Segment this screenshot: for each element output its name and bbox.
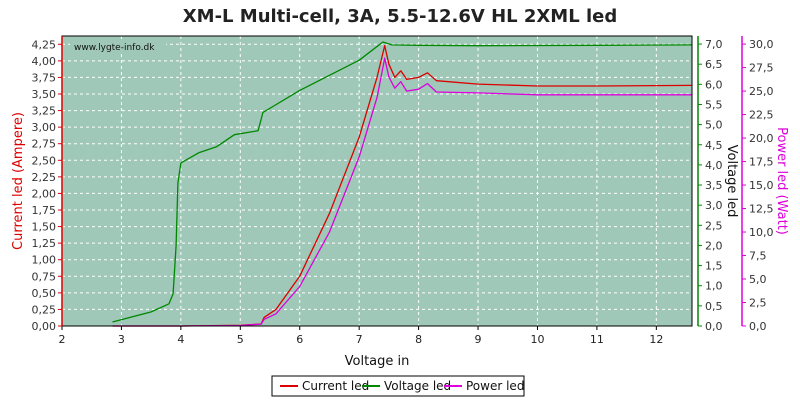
watermark: www.lygte-info.dk xyxy=(70,41,166,54)
x-tick-label: 11 xyxy=(590,333,604,346)
legend-label: Current led xyxy=(302,379,369,393)
y-left-tick-label: 1,25 xyxy=(32,237,57,250)
y-left-tick-label: 3,25 xyxy=(32,105,57,118)
watermark-background xyxy=(70,41,166,54)
y-left-tick-label: 3,50 xyxy=(32,88,57,101)
x-tick-label: 10 xyxy=(530,333,544,346)
series-line-voltage-led xyxy=(112,41,693,323)
x-tick-label: 3 xyxy=(118,333,125,346)
y-right-power-tick-label: 27,5 xyxy=(749,62,774,75)
y-right-voltage-tick-label: 2,0 xyxy=(705,239,723,252)
y-right-voltage-tick-label: 7,0 xyxy=(705,38,723,51)
x-tick-label: 8 xyxy=(415,333,422,346)
y-left-tick-label: 0,75 xyxy=(32,270,57,283)
y-right-voltage-tick-label: 0,5 xyxy=(705,300,723,313)
y-left-tick-label: 2,75 xyxy=(32,138,57,151)
y-right-power-tick-label: 20,0 xyxy=(749,132,774,145)
y-right-power-tick-label: 5,0 xyxy=(749,273,767,286)
chart-title: XM-L Multi-cell, 3A, 5.5-12.6V HL 2XML l… xyxy=(183,6,617,27)
y-right-voltage-tick-label: 1,5 xyxy=(705,260,723,273)
y-right-voltage-tick-label: 5,0 xyxy=(705,119,723,132)
y-left-tick-label: 2,00 xyxy=(32,187,57,200)
x-tick-label: 12 xyxy=(649,333,663,346)
x-tick-label: 7 xyxy=(356,333,363,346)
legend-label: Voltage led xyxy=(384,379,451,393)
y-right-power-tick-label: 30,0 xyxy=(749,38,774,51)
y-right-voltage-tick-label: 4,0 xyxy=(705,159,723,172)
y-right-voltage-tick-label: 1,0 xyxy=(705,280,723,293)
watermark-text: www.lygte-info.dk xyxy=(74,43,155,53)
x-axis-label: Voltage in xyxy=(345,354,410,369)
y-right-voltage-tick-label: 4,5 xyxy=(705,139,723,152)
x-tick-label: 4 xyxy=(177,333,184,346)
y-right-power-axis-label: Power led (Watt) xyxy=(774,127,789,235)
x-tick-label: 5 xyxy=(237,333,244,346)
plot-area xyxy=(62,36,692,326)
y-left-tick-label: 1,75 xyxy=(32,204,57,217)
y-left-tick-label: 1,50 xyxy=(32,221,57,234)
y-left-tick-label: 3,75 xyxy=(32,71,57,84)
y-right-power-tick-label: 17,5 xyxy=(749,156,774,169)
y-right-voltage-tick-label: 0,0 xyxy=(705,320,723,333)
legend-label: Power led xyxy=(466,379,524,393)
y-right-power-tick-label: 25,0 xyxy=(749,85,774,98)
y-left-tick-label: 4,00 xyxy=(32,55,57,68)
y-left-tick-label: 0,25 xyxy=(32,303,57,316)
y-left-tick-label: 2,50 xyxy=(32,154,57,167)
y-left-axis-label: Current led (Ampere) xyxy=(11,112,26,250)
y-right-voltage-tick-label: 2,5 xyxy=(705,219,723,232)
legend: Current led Voltage led Power led xyxy=(271,375,525,397)
y-right-power-tick-label: 10,0 xyxy=(749,226,774,239)
series-line-power-led xyxy=(112,57,692,327)
y-right-voltage-tick-label: 6,0 xyxy=(705,78,723,91)
y-right-power-tick-label: 15,0 xyxy=(749,179,774,192)
y-right-voltage-tick-label: 3,5 xyxy=(705,179,723,192)
grid-lines xyxy=(61,36,692,327)
y-right-voltage-tick-label: 5,5 xyxy=(705,98,723,111)
x-tick-label: 6 xyxy=(296,333,303,346)
axes: 2 3 4 5 6 7 8 9 10 11 12 0,00 0,25 0,50 0,75 1,00 1,25 1,… xyxy=(32,36,774,346)
y-left-tick-label: 2,25 xyxy=(32,171,57,184)
y-right-voltage-tick-label: 3,0 xyxy=(705,199,723,212)
legend-box xyxy=(271,375,525,397)
y-left-tick-label: 0,50 xyxy=(32,287,57,300)
y-left-tick-label: 0,00 xyxy=(32,320,57,333)
y-left-tick-label: 4,25 xyxy=(32,38,57,51)
y-right-power-tick-label: 7,5 xyxy=(749,250,767,263)
y-right-power-tick-label: 12,5 xyxy=(749,203,774,216)
x-tick-label: 9 xyxy=(475,333,482,346)
y-right-voltage-tick-label: 6,5 xyxy=(705,58,723,71)
series-layer xyxy=(112,41,693,327)
y-right-power-tick-label: 0,0 xyxy=(749,320,767,333)
x-tick-label: 2 xyxy=(59,333,66,346)
y-right-power-tick-label: 2,5 xyxy=(749,297,767,310)
y-left-tick-label: 3,00 xyxy=(32,121,57,134)
y-left-tick-label: 1,00 xyxy=(32,254,57,267)
y-right-voltage-axis-label: Voltage led xyxy=(724,145,739,218)
y-right-power-tick-label: 22,5 xyxy=(749,109,774,122)
